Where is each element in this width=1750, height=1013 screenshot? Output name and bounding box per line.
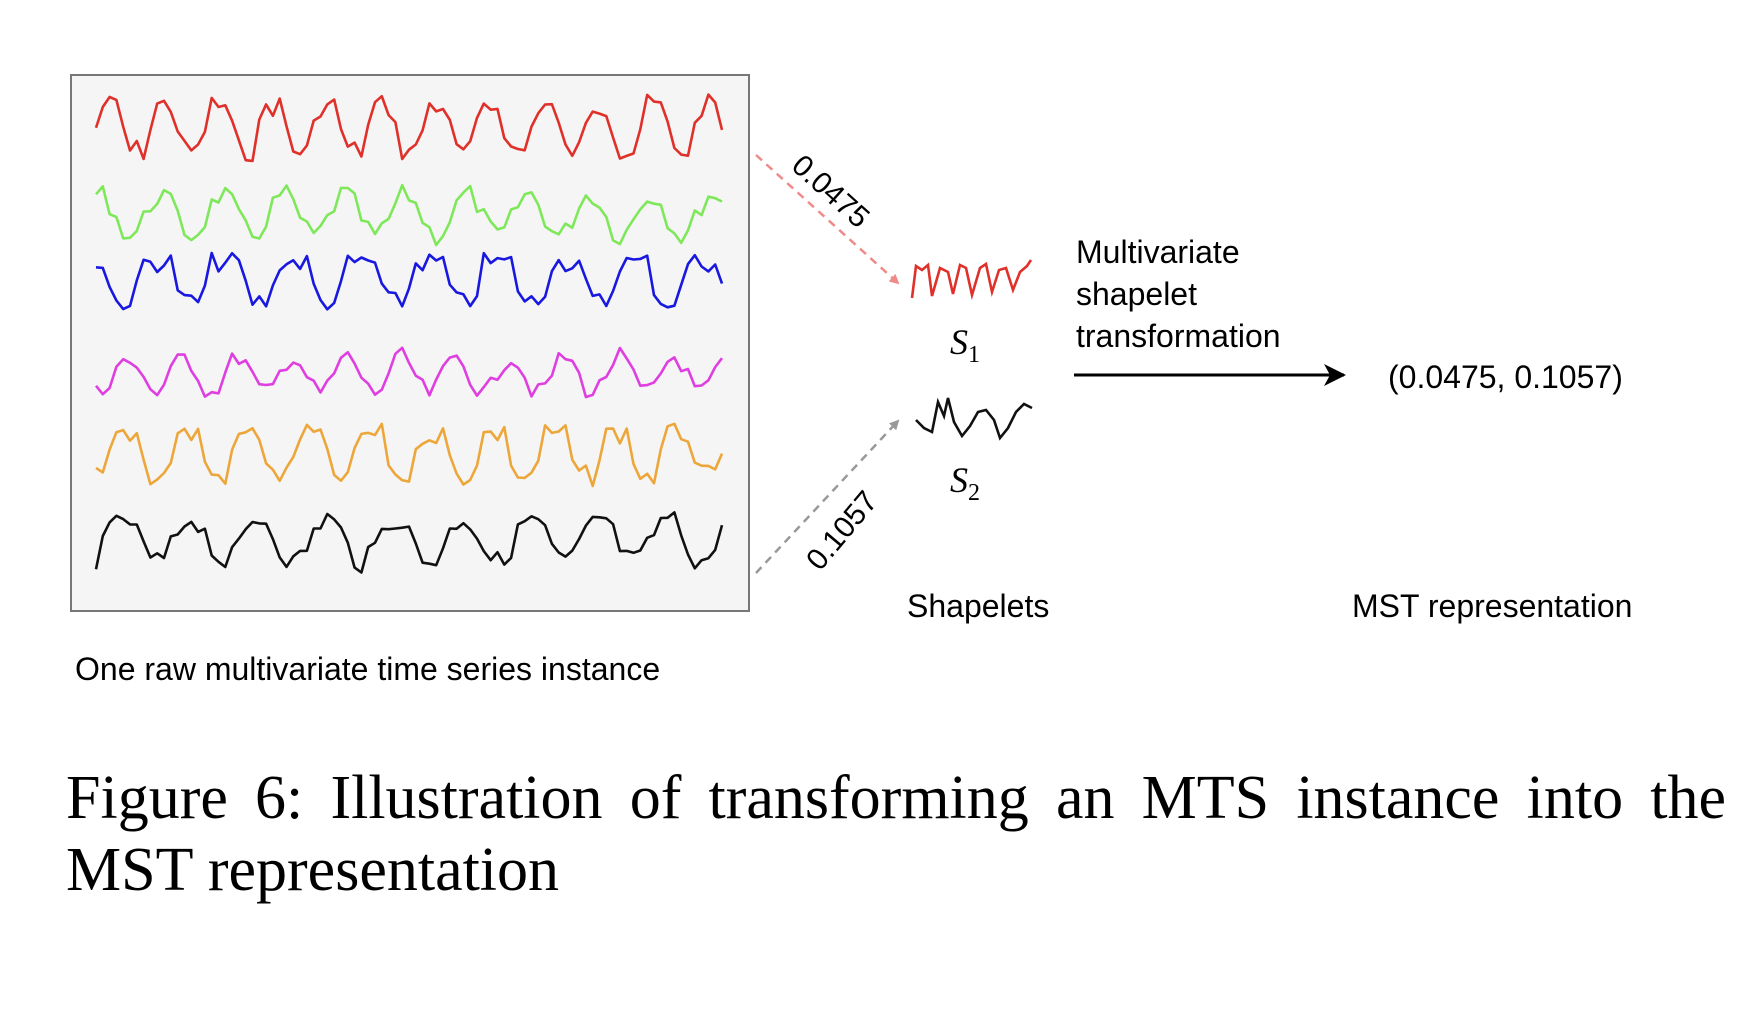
mst-vector: (0.0475, 0.1057) bbox=[1388, 359, 1623, 395]
instance-panel bbox=[70, 74, 750, 612]
time-series-line-5 bbox=[95, 422, 724, 488]
transform-label: Multivariate shapelet transformation bbox=[1076, 234, 1281, 354]
shapelets-label: Shapelets bbox=[907, 588, 1049, 624]
shapelet-s2-curve bbox=[915, 397, 1033, 441]
distance-arrow-s1 bbox=[755, 154, 900, 285]
shapelet-s2-label: S2 bbox=[950, 460, 980, 506]
time-series-line-1 bbox=[94, 93, 724, 163]
mst-label: MST representation bbox=[1352, 588, 1632, 624]
instance-label: One raw multivariate time series instanc… bbox=[75, 651, 660, 687]
figure-caption: Figure 6: Illustration of transforming a… bbox=[66, 764, 1726, 904]
time-series-line-6 bbox=[94, 511, 724, 574]
time-series-group bbox=[94, 93, 724, 574]
time-series-line-3 bbox=[95, 251, 724, 311]
distance-label-s2: 0.1057 bbox=[800, 485, 884, 577]
distance-arrow-s2 bbox=[755, 419, 900, 574]
time-series-line-2 bbox=[95, 183, 723, 247]
shapelet-s1-curve bbox=[910, 259, 1033, 301]
time-series-line-4 bbox=[94, 346, 724, 399]
shapelet-s1-label: S1 bbox=[950, 322, 980, 368]
